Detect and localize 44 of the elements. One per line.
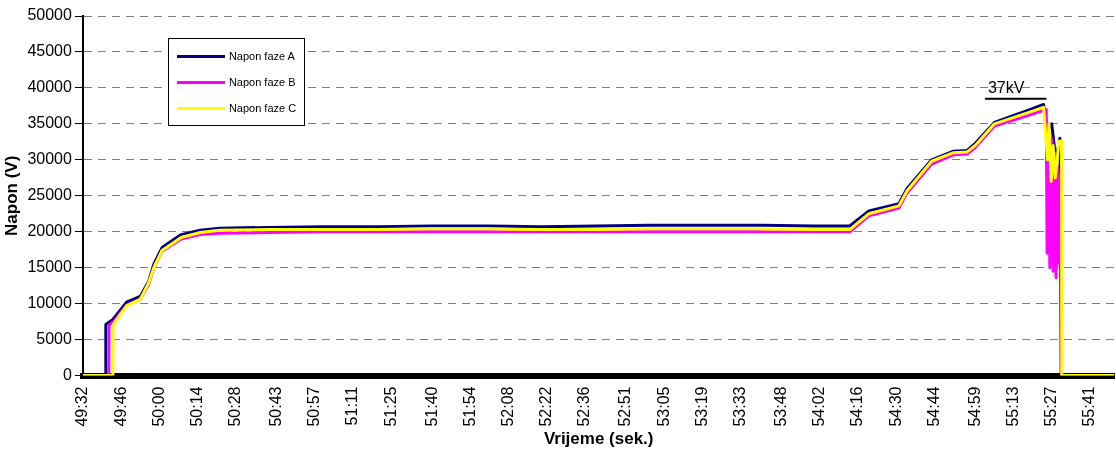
y-tick-label: 40000 [27, 78, 72, 96]
x-tick-label: 50:43 [267, 386, 285, 427]
x-tick-label: 54:30 [886, 386, 904, 427]
y-tick-label: 10000 [27, 294, 72, 312]
x-axis-title: Vrijeme (sek.) [543, 429, 654, 449]
y-tick-label: 35000 [27, 114, 72, 132]
y-tick-label: 45000 [27, 42, 72, 60]
x-tick-label: 50:00 [149, 386, 167, 427]
x-tick-label: 53:19 [692, 386, 710, 427]
x-tick-label: 50:57 [305, 386, 323, 427]
x-tick-label: 55:27 [1042, 386, 1060, 427]
x-tick-label: 52:22 [537, 386, 555, 427]
x-tick-label: 52:51 [616, 386, 634, 427]
x-tick-label: 51:40 [422, 386, 440, 427]
x-tick-label: 54:59 [965, 386, 983, 427]
legend-label: Napon faze B [228, 76, 296, 88]
x-tick-label: 55:13 [1003, 386, 1021, 427]
x-tick-label: 54:16 [848, 386, 866, 427]
x-tick-label: 53:48 [771, 386, 789, 427]
y-tick-label: 0 [62, 365, 72, 383]
x-tick-label: 49:32 [73, 386, 91, 427]
y-tick-label: 15000 [27, 258, 72, 276]
x-tick-label: 52:36 [575, 386, 593, 427]
x-tick-label: 51:11 [343, 386, 361, 426]
x-tick-label: 51:54 [460, 386, 478, 427]
x-tick-label: 55:41 [1080, 386, 1098, 427]
x-tick-label: 50:14 [187, 386, 205, 427]
y-tick-label: 25000 [27, 186, 72, 204]
x-tick-label: 53:05 [654, 386, 672, 427]
x-tick-label: 53:33 [731, 386, 749, 427]
legend-label: Napon faze C [228, 102, 297, 114]
x-tick-label: 51:25 [381, 386, 399, 427]
legend-label: Napon faze A [228, 50, 295, 62]
x-tick-label: 54:44 [924, 386, 942, 427]
y-tick-label: 20000 [27, 222, 72, 240]
y-tick-label: 30000 [27, 150, 72, 168]
x-tick-label: 50:28 [226, 386, 244, 427]
y-axis-title: Napon (V) [1, 155, 21, 236]
annotation: 37kV [987, 79, 1025, 97]
x-tick-label: 52:08 [499, 386, 517, 427]
x-tick-label: 54:02 [810, 386, 828, 427]
x-tick-label: 49:46 [111, 386, 129, 427]
y-tick-label: 50000 [27, 6, 72, 24]
y-tick-label: 5000 [36, 330, 72, 348]
